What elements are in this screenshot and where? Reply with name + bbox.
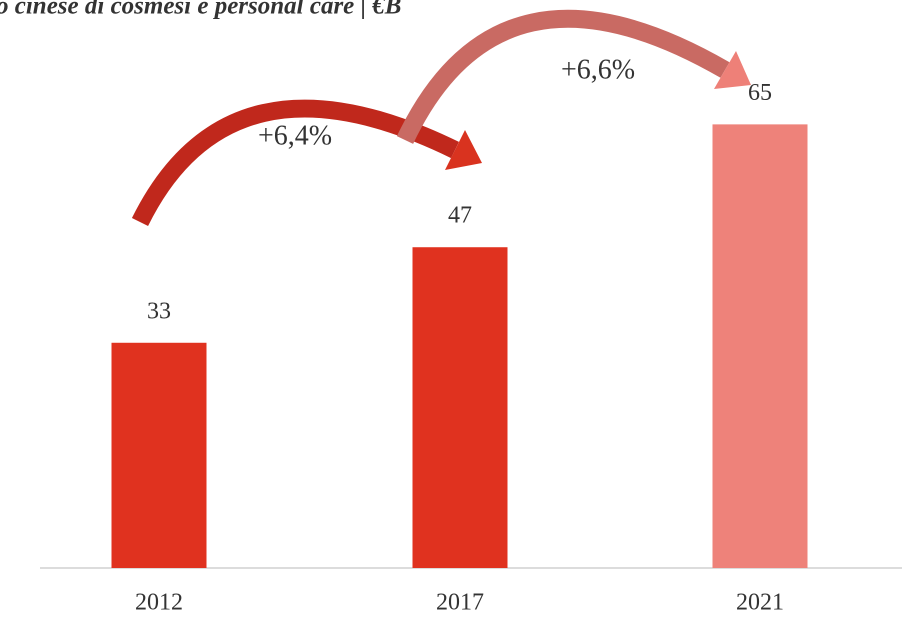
x-tick-label: 2017 (436, 590, 484, 616)
data-label: 33 (147, 298, 171, 324)
arrow-shaft (131, 99, 459, 226)
bar (111, 342, 207, 568)
annotation: +6,4% (258, 120, 332, 151)
arrow (396, 9, 751, 144)
bar (412, 247, 508, 568)
arrow-head (714, 51, 751, 89)
chart-title: o cinese di cosmesi e personal care | €B (0, 0, 401, 20)
arrow-shaft (396, 9, 730, 144)
x-tick-label: 2021 (736, 590, 784, 616)
arrow-head (445, 130, 482, 170)
data-label: 47 (448, 203, 472, 229)
bar (712, 124, 808, 568)
arrow (131, 99, 482, 226)
data-label: 65 (748, 80, 772, 106)
annotation: +6,6% (561, 54, 635, 85)
x-tick-label: 2012 (135, 590, 183, 616)
